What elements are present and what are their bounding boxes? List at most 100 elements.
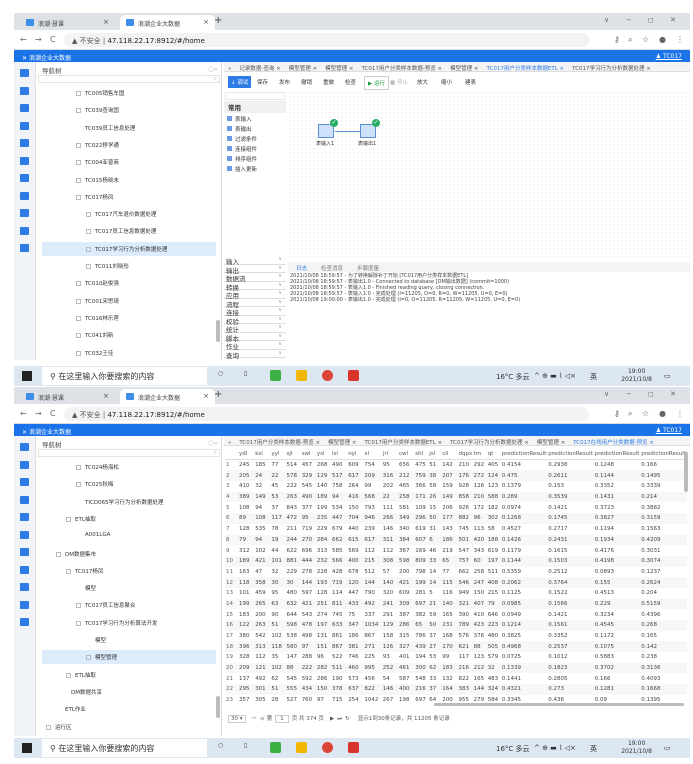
- table-icon[interactable]: [20, 104, 29, 112]
- tree-item[interactable]: DM数据共享: [71, 688, 102, 696]
- bar-chart-icon[interactable]: [20, 530, 29, 539]
- profile-avatar[interactable]: ●: [659, 35, 666, 44]
- nav-tree-scrollbar[interactable]: [216, 696, 220, 718]
- workspace-tab[interactable]: TC017在线用户分类数据-预览 ×: [569, 436, 658, 445]
- security-indicator[interactable]: ▲ 不安全 |: [72, 37, 106, 45]
- windows-start-icon[interactable]: [22, 371, 32, 381]
- weather-widget[interactable]: 16°C 多云: [496, 373, 530, 381]
- tree-item[interactable]: TC011刘晓彤: [86, 262, 129, 270]
- tree-item[interactable]: TC001宋思琦: [76, 297, 119, 305]
- new-tab-button[interactable]: +: [214, 389, 223, 400]
- columns-icon[interactable]: [20, 513, 29, 521]
- back-button[interactable]: ←: [20, 409, 27, 418]
- prev-page-button[interactable]: ◀: [259, 716, 264, 722]
- windows-start-icon[interactable]: [22, 743, 32, 753]
- workspace-tab[interactable]: TC017用户分类样本数据-预览 ×: [361, 66, 443, 72]
- document-icon[interactable]: [20, 121, 29, 130]
- tree-expand-toggle[interactable]: [86, 264, 91, 269]
- toolbar-create-table-button[interactable]: 建表: [465, 80, 477, 86]
- column-header[interactable]: predictionResult0: [500, 449, 548, 461]
- security-indicator[interactable]: ▲ 不安全 |: [72, 411, 106, 419]
- column-header[interactable]: cll: [441, 449, 458, 461]
- file-explorer-icon[interactable]: [296, 742, 307, 753]
- tree-item[interactable]: TC017员工信息数据处理: [86, 227, 156, 235]
- etl-node[interactable]: ✓: [360, 119, 380, 138]
- user-menu[interactable]: ♟ TC017: [656, 427, 682, 434]
- tree-expand-toggle[interactable]: [76, 482, 81, 488]
- table-row[interactable]: 6 89 108 117 472 95 235 447 704 946 266 349 296 50 177…: [225, 513, 687, 524]
- table-row[interactable]: 9 312 102 44 622 696 313 585 569 112 112 367 169 46 21…: [225, 545, 687, 556]
- tree-item[interactable]: ETL抽取: [66, 671, 96, 679]
- toolbar-undo-button[interactable]: 撤销: [301, 80, 313, 86]
- taskbar-search-box[interactable]: ⚲ 在这里输入你要搜索的内容: [42, 739, 207, 757]
- document-icon[interactable]: [20, 495, 29, 504]
- tree-expand-toggle[interactable]: [76, 315, 81, 321]
- toolbar-redo-button[interactable]: 重做: [323, 80, 335, 86]
- workspace-tab[interactable]: TC017学习行为分析数据处理 ×: [572, 66, 651, 72]
- workspace-tab[interactable]: TC017用户分类样本数据ETL ×: [364, 440, 443, 446]
- tree-expand-toggle[interactable]: [86, 246, 91, 252]
- reload-button[interactable]: C: [50, 409, 56, 418]
- table-row[interactable]: 18 396 313 118 580 97 151 867 381 271 126 327 439 27 1…: [225, 641, 687, 653]
- workspace-tab[interactable]: TC017用户分类样本数据ETL ×: [483, 62, 569, 71]
- table-row[interactable]: 22 295 301 51 555 434 150 378 637 822 146 400 216 37 1…: [225, 684, 687, 695]
- nav-tree-search-input[interactable]: ⌕: [38, 75, 220, 83]
- gear-icon[interactable]: [20, 244, 29, 252]
- tree-item[interactable]: DM数据集市: [56, 550, 96, 558]
- tree-expand-toggle[interactable]: [46, 724, 51, 730]
- log-tab[interactable]: 步骤度量: [357, 266, 380, 272]
- column-header[interactable]: shl: [414, 449, 429, 461]
- tree-expand-toggle[interactable]: [76, 603, 81, 609]
- tree-expand-toggle[interactable]: [76, 620, 81, 626]
- table-row[interactable]: 5 108 94 37 843 377 199 534 150 793 111 581 109 15 206…: [225, 502, 687, 513]
- table-row[interactable]: 1 245 185 77 514 457 268 490 609 754 95 656 475 51 142…: [225, 460, 687, 471]
- workspace-tab[interactable]: TC017用户分类样本数据-预览 ×: [239, 440, 321, 446]
- notification-icon[interactable]: ▭: [664, 372, 671, 380]
- monitor-icon[interactable]: [20, 600, 29, 609]
- column-header[interactable]: ydl: [237, 449, 255, 461]
- menu-kebab-icon[interactable]: ⋮: [676, 35, 684, 44]
- zoom-icon[interactable]: ⌕: [628, 409, 633, 418]
- tree-item[interactable]: TC017学习行为分析数据处理: [42, 241, 216, 256]
- tree-expand-toggle[interactable]: [66, 672, 71, 678]
- table-row[interactable]: 14 199 265 63 632 421 251 811 433 492 241 309 697 21 1…: [225, 598, 687, 610]
- toolbar-publish-button[interactable]: 发布: [279, 80, 291, 86]
- new-tab-button[interactable]: +: [214, 15, 223, 26]
- table-row[interactable]: 21 137 492 62 545 592 286 190 573 456 54 587 548 33 13…: [225, 673, 687, 684]
- monitor-icon[interactable]: [20, 226, 29, 235]
- column-header[interactable]: swl: [300, 449, 316, 461]
- tree-expand-toggle[interactable]: [76, 194, 81, 200]
- workspace-tab[interactable]: TC017学习行为分析数据处理 ×: [450, 440, 529, 446]
- column-header[interactable]: jsl: [428, 449, 442, 461]
- palette-item[interactable]: 表输入: [224, 113, 286, 123]
- tree-expand-toggle[interactable]: [56, 551, 61, 557]
- wechat-icon[interactable]: [270, 742, 281, 753]
- user-menu[interactable]: ♟ TC017: [656, 53, 682, 60]
- tree-expand-toggle[interactable]: [76, 281, 81, 287]
- tree-item[interactable]: TC005销售车国: [76, 89, 124, 97]
- grid-icon[interactable]: [20, 174, 29, 182]
- tree-item[interactable]: TC039查询国: [76, 106, 119, 114]
- column-header[interactable]: tm: [472, 449, 487, 461]
- tree-item[interactable]: TC004亚普商: [76, 158, 119, 166]
- clock[interactable]: 19:00 2021/10/8: [621, 368, 652, 384]
- category-0[interactable]: 输入 ∨: [224, 256, 286, 266]
- tab-close-icon[interactable]: ×: [103, 392, 109, 400]
- palette-item[interactable]: 插入更新: [224, 163, 286, 173]
- toolbar-zoom-in-button[interactable]: 放大: [417, 80, 429, 86]
- collapse-panel-icon[interactable]: ○«: [208, 65, 218, 73]
- column-header[interactable]: lsl: [330, 449, 348, 461]
- tree-expand-toggle[interactable]: [76, 142, 81, 148]
- table-row[interactable]: 7 128 535 78 211 719 229 679 440 239 146 340 619 31 14…: [225, 524, 687, 535]
- browser-tab[interactable]: 浪潮企业大数据 ×: [120, 389, 215, 404]
- tree-item[interactable]: TC024杨海松: [76, 463, 119, 471]
- maximize-button[interactable]: ◻: [648, 390, 654, 398]
- bar-chart-icon[interactable]: [20, 156, 29, 165]
- tray-icons[interactable]: ^ ⊕ ▬ ⌇ ◁×: [534, 372, 576, 380]
- column-header[interactable]: predictionResult1: [547, 449, 594, 461]
- tab-close-icon[interactable]: ×: [103, 18, 109, 26]
- palette-item[interactable]: 过滤条件: [224, 133, 286, 143]
- tree-item[interactable]: 运行区: [46, 723, 72, 731]
- tabs-scroll-left[interactable]: «: [228, 440, 232, 446]
- folder-icon[interactable]: [20, 69, 29, 77]
